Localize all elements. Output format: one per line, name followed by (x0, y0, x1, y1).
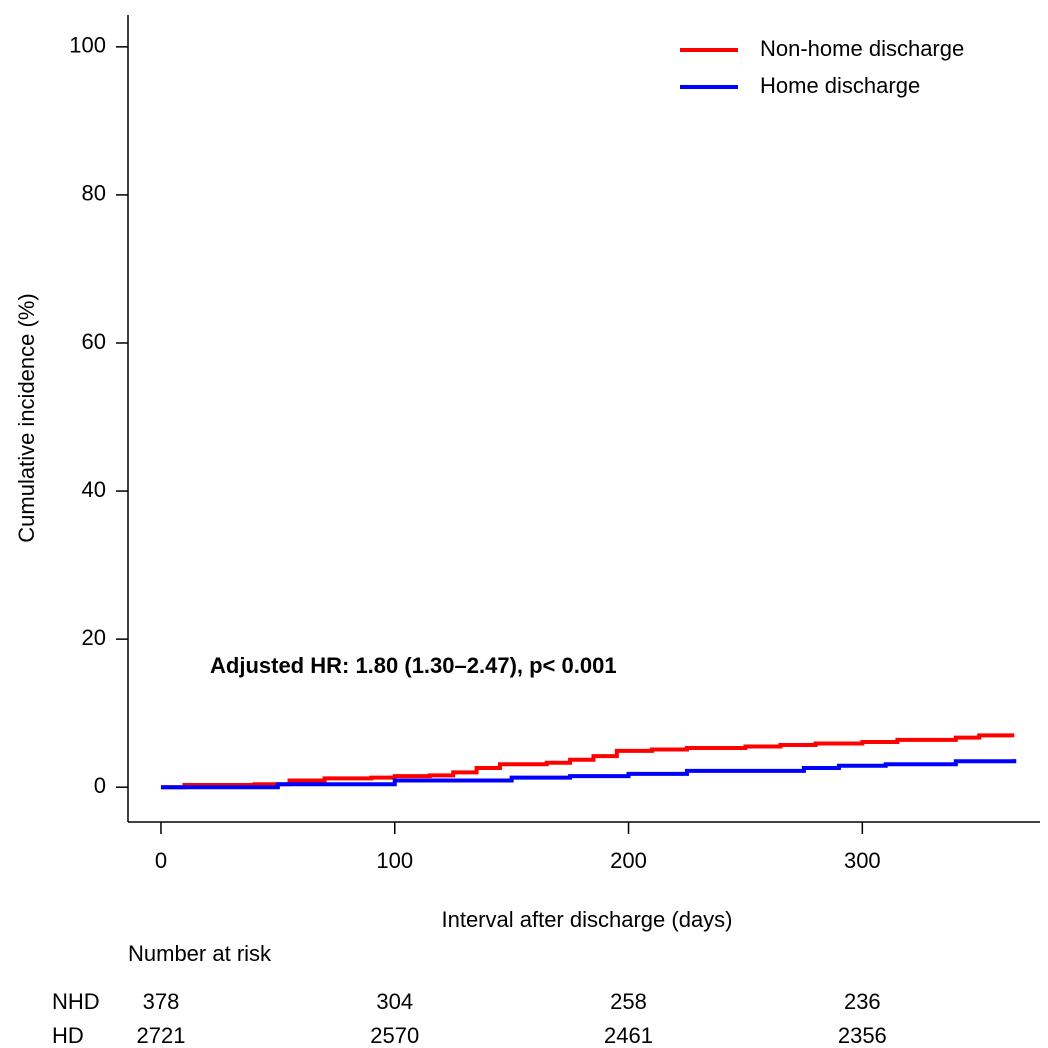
risk-row-label: NHD (52, 989, 100, 1014)
x-tick-label: 0 (155, 848, 167, 873)
risk-row-label: HD (52, 1023, 84, 1048)
risk-value: 304 (376, 989, 413, 1014)
risk-value: 2570 (370, 1023, 419, 1048)
y-tick-label: 100 (69, 33, 106, 58)
annotation: Adjusted HR: 1.80 (1.30–2.47), p< 0.001 (210, 653, 617, 678)
risk-table-title: Number at risk (128, 941, 272, 966)
legend-label: Home discharge (760, 73, 920, 98)
risk-value: 236 (844, 989, 881, 1014)
y-tick-label: 20 (82, 625, 106, 650)
y-tick-label: 60 (82, 329, 106, 354)
risk-value: 258 (610, 989, 647, 1014)
series-line (160, 733, 1015, 790)
y-tick-label: 0 (94, 773, 106, 798)
x-tick-label: 200 (610, 848, 647, 873)
risk-value: 378 (143, 989, 180, 1014)
risk-value: 2356 (838, 1023, 887, 1048)
x-tick-label: 100 (376, 848, 413, 873)
x-axis-label: Interval after discharge (days) (441, 907, 732, 932)
risk-value: 2461 (604, 1023, 653, 1048)
risk-value: 2721 (136, 1023, 185, 1048)
series-line (160, 759, 1017, 790)
legend-label: Non-home discharge (760, 36, 964, 61)
y-tick-label: 80 (82, 181, 106, 206)
x-tick-label: 300 (844, 848, 881, 873)
y-axis-label: Cumulative incidence (%) (14, 293, 39, 542)
y-tick-label: 40 (82, 477, 106, 502)
